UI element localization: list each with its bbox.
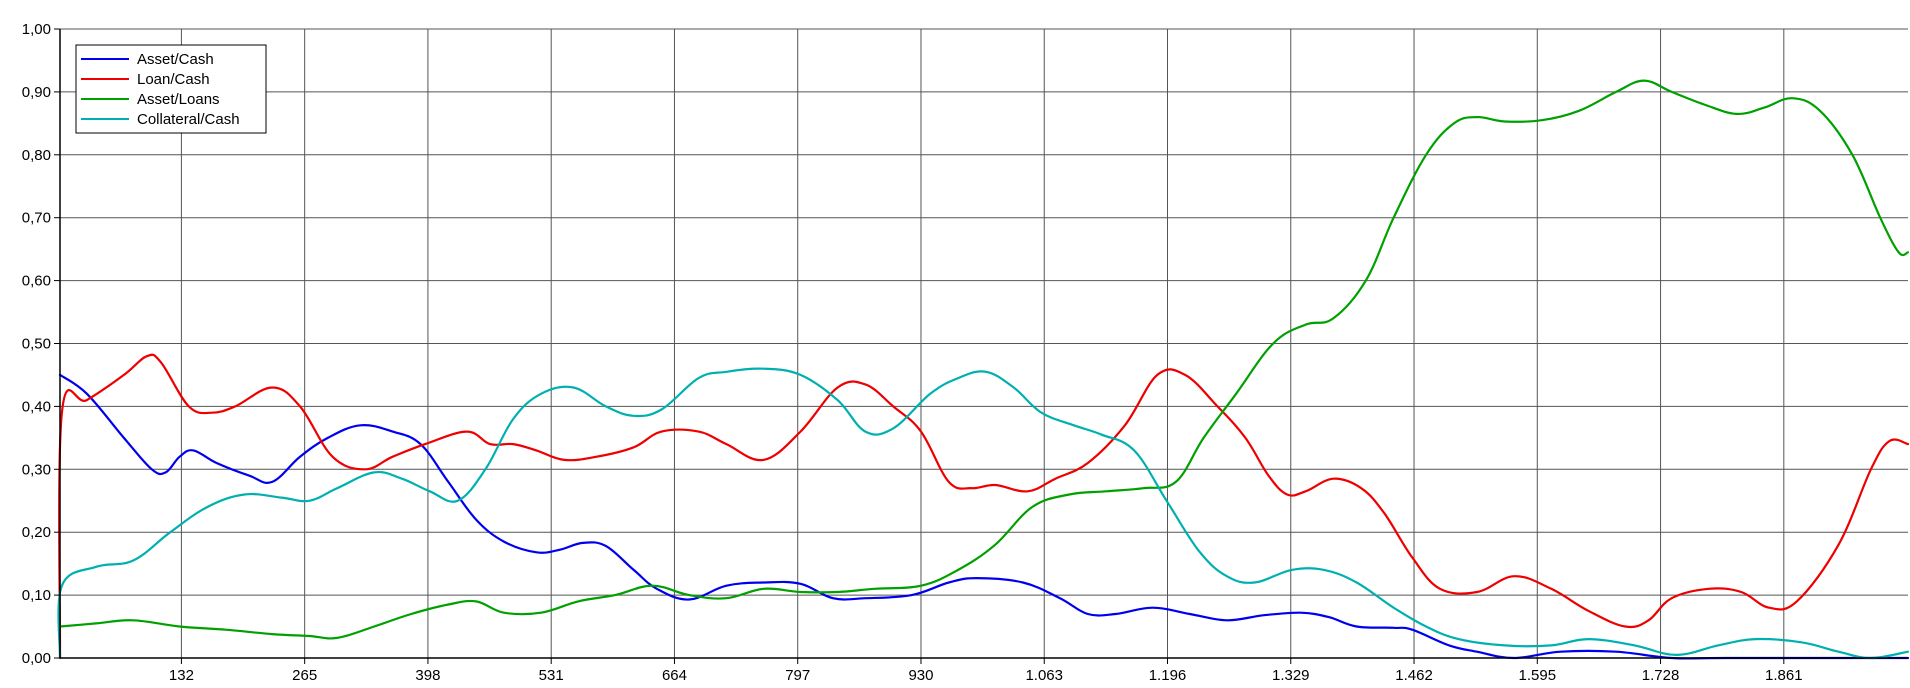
x-tick-label: 664 [662, 667, 687, 684]
y-tick-label: 0,10 [22, 587, 51, 604]
y-tick-label: 0,80 [22, 147, 51, 164]
y-tick-label: 0,20 [22, 524, 51, 541]
x-tick-label: 797 [785, 667, 810, 684]
y-tick-label: 0,50 [22, 336, 51, 353]
series-line-asset-loans [58, 79, 1910, 640]
y-tick-label: 0,00 [22, 650, 51, 667]
x-tick-label: 132 [169, 667, 194, 684]
x-tick-label: 1.462 [1395, 667, 1433, 684]
x-tick-label: 1.728 [1642, 667, 1680, 684]
y-tick-labels: 0,00 0,10 0,20 0,30 0,40 0,50 0,60 0,70 0,80 0,90… [22, 21, 51, 667]
series-layer [57, 79, 1910, 660]
x-tick-label: 1.861 [1765, 667, 1803, 684]
legend-label-asset-loans: Asset/Loans [137, 91, 220, 108]
x-tick-label: 265 [292, 667, 317, 684]
x-tick-labels: 132 265 398 531 664 797 930 1.063 1.196 1.329 1.46… [169, 667, 1803, 684]
y-tick-label: 1,00 [22, 21, 51, 38]
axes [54, 28, 1908, 664]
x-tick-label: 1.329 [1272, 667, 1310, 684]
x-tick-label: 531 [539, 667, 564, 684]
series-line-loan-cash [58, 353, 1910, 660]
legend-label-asset-cash: Asset/Cash [137, 51, 214, 68]
x-tick-label: 1.063 [1025, 667, 1063, 684]
y-tick-label: 0,30 [22, 461, 51, 478]
y-tick-label: 0,70 [22, 210, 51, 227]
y-tick-label: 0,40 [22, 398, 51, 415]
x-tick-label: 930 [908, 667, 933, 684]
legend-label-loan-cash: Loan/Cash [137, 71, 210, 88]
series-line-asset-cash [58, 373, 1910, 660]
y-tick-label: 0,60 [22, 273, 51, 290]
x-tick-label: 398 [415, 667, 440, 684]
x-tick-label: 1.595 [1519, 667, 1557, 684]
x-tick-label: 1.196 [1149, 667, 1187, 684]
legend-label-collateral-cash: Collateral/Cash [137, 111, 240, 128]
y-tick-label: 0,90 [22, 84, 51, 101]
grid-lines [60, 28, 1908, 659]
series-line-collateral-cash [57, 367, 1910, 660]
legend: Asset/Cash Loan/Cash Asset/Loans Collateral… [75, 44, 267, 134]
